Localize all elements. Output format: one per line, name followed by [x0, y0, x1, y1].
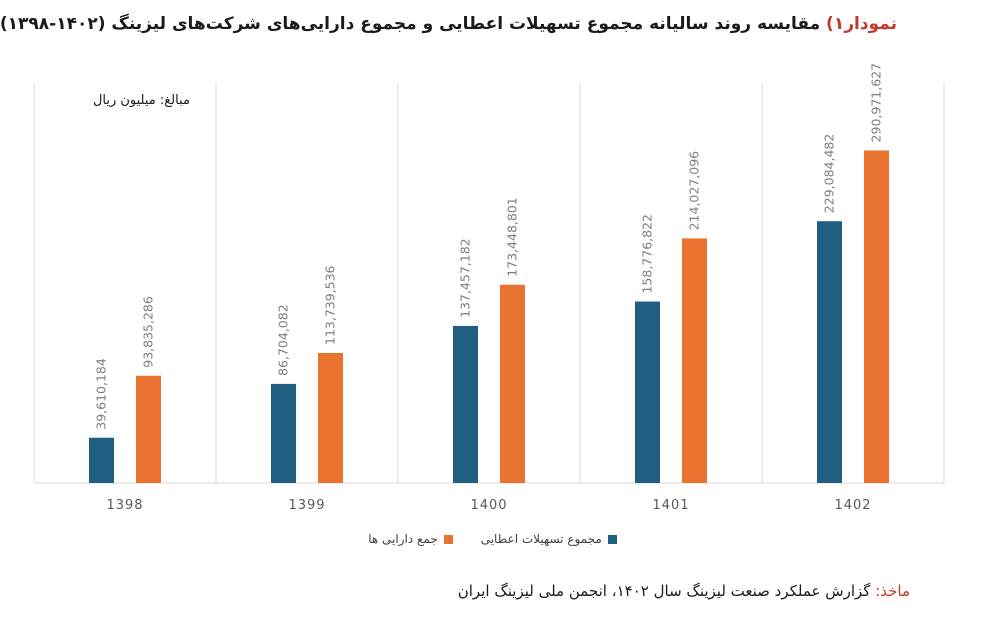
- data-label-assets: 113,739,536: [323, 265, 338, 345]
- x-tick-label: 1398: [106, 498, 143, 513]
- data-label-loans: 86,704,082: [276, 304, 291, 376]
- bar-loans: [817, 221, 842, 484]
- bar-assets: [864, 150, 889, 483]
- x-tick-label: 1400: [470, 498, 507, 513]
- unit-note: مبالغ: میلیون ریال: [92, 93, 190, 108]
- bar-loans: [271, 383, 296, 483]
- bar-loans: [89, 437, 114, 483]
- legend-item-loans: مجموع تسهیلات اعطایی: [481, 532, 617, 546]
- x-tick-label: 1401: [652, 498, 689, 513]
- data-label-loans: 137,457,182: [458, 238, 473, 318]
- data-label-loans: 229,084,482: [822, 134, 837, 214]
- source-note: ماخذ: گزارش عملکرد صنعت لیزینگ سال ۱۴۰۲،…: [458, 582, 910, 600]
- source-prefix: ماخذ:: [875, 582, 910, 600]
- bar-assets: [136, 375, 161, 483]
- x-tick-label: 1402: [834, 498, 871, 513]
- bar-assets: [682, 238, 707, 483]
- chart-title-text: مقایسه روند سالیانه مجموع تسهیلات اعطایی…: [0, 14, 821, 34]
- chart-title-prefix: نمودار۱): [826, 14, 897, 34]
- legend-item-assets: جمع دارایی ها: [368, 532, 453, 546]
- chart-title: نمودار۱) مقایسه روند سالیانه مجموع تسهیل…: [0, 14, 897, 34]
- data-label-loans: 39,610,184: [94, 358, 109, 430]
- data-label-loans: 158,776,822: [640, 214, 655, 294]
- chart-legend: مجموع تسهیلات اعطایی جمع دارایی ها: [0, 532, 985, 546]
- source-text: گزارش عملکرد صنعت لیزینگ سال ۱۴۰۲، انجمن…: [457, 582, 871, 600]
- bar-loans: [453, 325, 478, 483]
- bar-assets: [318, 353, 343, 483]
- bar-loans: [635, 301, 660, 483]
- data-label-assets: 173,448,801: [505, 197, 520, 277]
- x-tick-label: 1399: [288, 498, 325, 513]
- data-label-assets: 93,835,286: [141, 296, 156, 368]
- data-label-assets: 214,027,096: [687, 151, 702, 231]
- legend-swatch-assets: [443, 534, 453, 544]
- data-label-assets: 290,971,627: [869, 63, 884, 143]
- legend-label-assets: جمع دارایی ها: [368, 532, 438, 546]
- legend-label-loans: مجموع تسهیلات اعطایی: [480, 532, 602, 546]
- legend-swatch-loans: [607, 534, 617, 544]
- bar-assets: [500, 284, 525, 483]
